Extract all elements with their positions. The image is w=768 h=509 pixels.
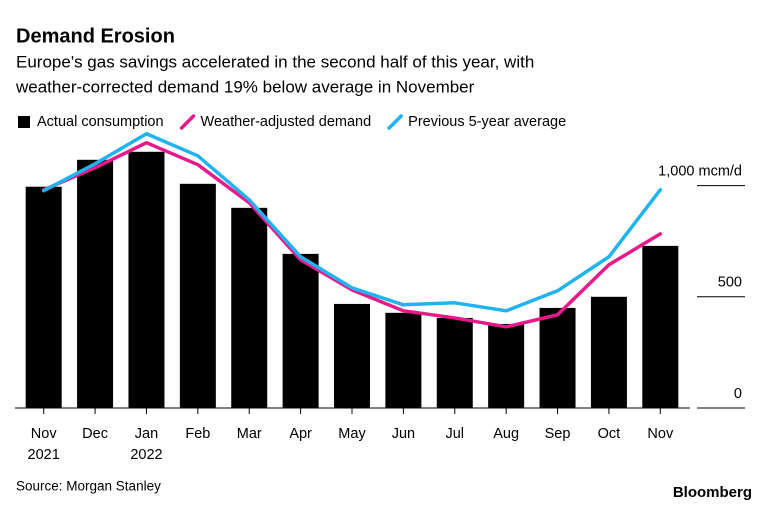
bar <box>334 303 370 408</box>
x-tick-label: Aug <box>493 426 519 442</box>
bar <box>590 296 627 408</box>
x-tick-label: Sep <box>545 426 571 442</box>
x-tick-label: 2022 <box>130 447 162 463</box>
x-tick-label: Nov <box>647 426 674 442</box>
bar <box>25 186 62 408</box>
bar <box>385 312 422 408</box>
x-tick-label: Dec <box>82 426 108 442</box>
y-tick-label: 0 <box>734 386 742 402</box>
chart-subtitle: weather-corrected demand 19% below avera… <box>15 77 475 96</box>
line-series <box>41 140 663 329</box>
bar <box>282 253 319 408</box>
x-tick-label: Mar <box>237 426 262 442</box>
x-tick-label: 2021 <box>28 447 60 463</box>
legend-label: Actual consumption <box>37 114 164 130</box>
x-tick-label: Apr <box>289 426 312 442</box>
legend-label: Previous 5-year average <box>408 114 566 130</box>
y-tick-label: 1,000 mcm/d <box>658 163 742 179</box>
chart-subtitle: Europe's gas savings accelerated in the … <box>16 52 534 71</box>
chart-title: Demand Erosion <box>16 25 175 47</box>
x-tick-label: Feb <box>185 426 210 442</box>
y-tick-label: 500 <box>718 275 742 291</box>
legend-swatch <box>18 116 30 128</box>
bar <box>436 317 473 408</box>
x-tick-label: Jan <box>135 426 158 442</box>
x-tick-label: May <box>338 426 366 442</box>
x-tick-label: Nov <box>31 426 58 442</box>
legend-label: Weather-adjusted demand <box>201 114 372 130</box>
bar <box>77 159 114 408</box>
brand-logo: Bloomberg <box>673 484 752 501</box>
bar <box>179 183 216 408</box>
legend-swatch <box>179 114 196 130</box>
x-tick-label: Jun <box>392 426 415 442</box>
source-note: Source: Morgan Stanley <box>16 479 161 494</box>
bar <box>488 323 525 408</box>
x-tick-label: Oct <box>598 426 621 442</box>
legend-swatch <box>387 114 403 130</box>
bar <box>539 307 576 408</box>
bar <box>128 151 165 408</box>
bar <box>642 245 679 408</box>
line-series <box>41 132 663 313</box>
x-tick-label: Jul <box>445 426 464 442</box>
bar <box>231 207 268 408</box>
